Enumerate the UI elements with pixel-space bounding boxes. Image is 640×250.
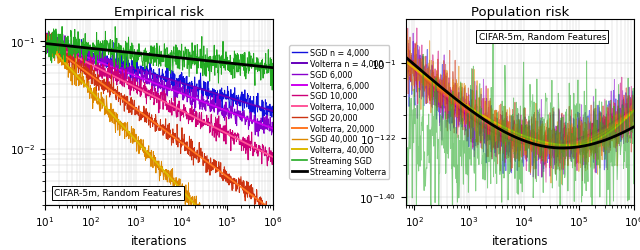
- X-axis label: iterations: iterations: [131, 234, 187, 247]
- Legend: SGD n = 4,000, Volterra n = 4,000, SGD 6,000, Volterra, 6,000, SGD 10,000, Volte: SGD n = 4,000, Volterra n = 4,000, SGD 6…: [289, 46, 389, 179]
- Text: CIFAR-5m, Random Features: CIFAR-5m, Random Features: [479, 33, 606, 42]
- Title: Empirical risk: Empirical risk: [114, 6, 204, 19]
- Text: CIFAR-5m, Random Features: CIFAR-5m, Random Features: [54, 189, 181, 198]
- Title: Population risk: Population risk: [470, 6, 569, 19]
- X-axis label: iterations: iterations: [492, 234, 548, 247]
